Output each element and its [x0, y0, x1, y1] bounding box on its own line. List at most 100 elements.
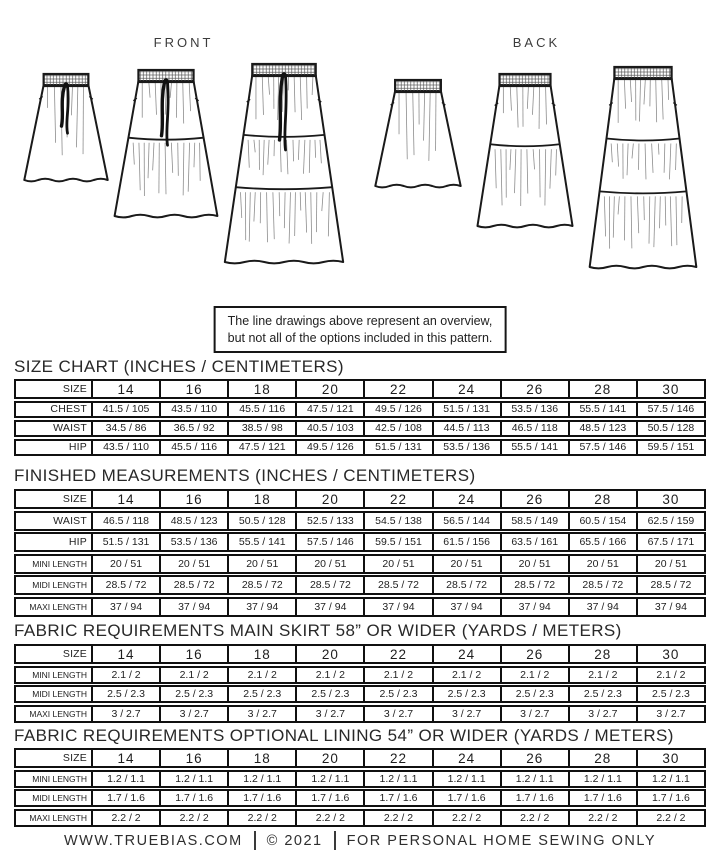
line-drawings: FRONT BACK [14, 36, 706, 281]
table-header-row: SIZE 14 16 18 20 22 24 26 28 30 [14, 748, 706, 768]
value-cell: 28.5 / 72 [635, 577, 704, 593]
table-row: MIDI LENGTH 28.5 / 72 28.5 / 72 28.5 / 72 28… [14, 575, 706, 595]
size-column-header: 26 [499, 491, 568, 507]
value-cell: 37 / 94 [431, 598, 500, 615]
table-row: CHEST 41.5 / 105 43.5 / 110 45.5 / 116 47.5 … [14, 400, 706, 418]
size-column-header: 22 [363, 750, 431, 766]
footer-notice: FOR PERSONAL HOME SEWING ONLY [346, 832, 657, 849]
value-cell: 1.7 / 1.6 [635, 791, 704, 805]
value-cell: 20 / 51 [295, 555, 363, 572]
value-cell: 50.5 / 128 [635, 421, 704, 435]
value-cell: 43.5 / 110 [103, 441, 150, 454]
value-cell: 62.5 / 159 [635, 512, 704, 529]
value-cell: 36.5 / 92 [159, 421, 227, 435]
value-cell: 2.1 / 2 [295, 667, 363, 682]
size-column-header: 28 [567, 750, 636, 766]
overview-note: The line drawings above represent an ove… [213, 306, 507, 353]
value-cell: 61.5 / 156 [431, 534, 500, 550]
value-cell: 2.1 / 2 [567, 667, 636, 682]
value-cell: 56.5 / 144 [431, 512, 500, 529]
size-column-header: 14 [117, 381, 135, 397]
value-cell: 55.5 / 141 [227, 534, 295, 550]
value-cell: 2.2 / 2 [567, 810, 636, 825]
footer-copyright: © 2021 [266, 832, 323, 849]
value-cell: 37 / 94 [159, 598, 227, 615]
value-cell: 44.5 / 113 [431, 421, 500, 435]
value-cell: 42.5 / 108 [363, 421, 431, 435]
value-cell: 37 / 94 [227, 598, 295, 615]
note-line-2: but not all of the options included in t… [227, 330, 493, 345]
table-header-row: SIZE 14 16 18 20 22 24 26 28 30 [14, 379, 706, 399]
size-chart-table: SIZE 14 16 18 20 22 24 26 28 30 CHEST 41.5 / 105 43.… [14, 379, 706, 458]
size-column-header: 26 [499, 381, 568, 397]
size-column-header: 18 [227, 750, 295, 766]
value-cell: 28.5 / 72 [295, 577, 363, 593]
fabric-main-skirt-title: FABRIC REQUIREMENTS MAIN SKIRT 58” OR WI… [14, 621, 622, 640]
size-column-header: 20 [295, 381, 363, 397]
value-cell: 2.2 / 2 [635, 810, 704, 825]
size-row-label: SIZE [16, 491, 93, 507]
table-row: HIP 51.5 / 131 53.5 / 136 55.5 / 141 57.5 / … [14, 532, 706, 552]
value-cell: 2.5 / 2.3 [635, 687, 704, 701]
value-cell: 49.5 / 126 [363, 402, 431, 416]
footer-divider [333, 831, 336, 850]
value-cell: 51.5 / 131 [431, 402, 500, 416]
value-cell: 1.2 / 1.1 [499, 771, 568, 786]
row-label: HIP [16, 534, 93, 550]
size-column-header: 16 [159, 381, 227, 397]
value-cell: 20 / 51 [499, 555, 568, 572]
skirt-front-mini-drawing [22, 71, 109, 194]
value-cell: 34.5 / 86 [105, 422, 147, 435]
skirt-back-mini-drawing [374, 77, 463, 200]
value-cell: 28.5 / 72 [499, 577, 568, 593]
back-skirts [367, 61, 706, 281]
table-row: MINI LENGTH 1.2 / 1.1 1.2 / 1.1 1.2 / 1.1 1.… [14, 769, 706, 788]
value-cell: 37 / 94 [295, 598, 363, 615]
table-row: MINI LENGTH 20 / 51 20 / 51 20 / 51 20 / 51 2… [14, 553, 706, 574]
size-column-header: 16 [159, 491, 227, 507]
value-cell: 2.5 / 2.3 [567, 687, 636, 701]
value-cell: 53.5 / 136 [499, 402, 568, 416]
size-column-header: 14 [117, 646, 135, 662]
value-cell: 28.5 / 72 [431, 577, 500, 593]
table-row: MAXI LENGTH 3 / 2.7 3 / 2.7 3 / 2.7 3 / 2.7 3… [14, 704, 706, 723]
table-row: WAIST 34.5 / 86 36.5 / 92 38.5 / 98 40.5 / 1… [14, 419, 706, 437]
size-column-header: 30 [635, 750, 704, 766]
size-row-label: SIZE [16, 646, 93, 662]
value-cell: 46.5 / 118 [103, 514, 150, 527]
value-cell: 2.1 / 2 [159, 667, 227, 682]
value-cell: 1.7 / 1.6 [159, 791, 227, 805]
value-cell: 45.5 / 116 [227, 402, 295, 416]
value-cell: 20 / 51 [227, 555, 295, 572]
value-cell: 1.2 / 1.1 [227, 771, 295, 786]
value-cell: 3 / 2.7 [227, 706, 295, 721]
size-column-header: 30 [635, 381, 704, 397]
value-cell: 59.5 / 151 [635, 440, 704, 454]
value-cell: 50.5 / 128 [227, 512, 295, 529]
value-cell: 38.5 / 98 [227, 421, 295, 435]
value-cell: 1.7 / 1.6 [363, 791, 431, 805]
row-label: MINI LENGTH [16, 667, 93, 682]
value-cell: 3 / 2.7 [635, 706, 704, 721]
size-column-header: 30 [635, 646, 704, 662]
value-cell: 54.5 / 138 [363, 512, 431, 529]
value-cell: 20 / 51 [567, 555, 636, 572]
value-cell: 20 / 51 [109, 557, 143, 570]
value-cell: 47.5 / 121 [295, 402, 363, 416]
value-cell: 48.5 / 123 [567, 421, 636, 435]
value-cell: 1.2 / 1.1 [567, 771, 636, 786]
skirt-front-maxi-drawing [223, 61, 345, 276]
value-cell: 28.5 / 72 [105, 579, 147, 591]
value-cell: 1.2 / 1.1 [363, 771, 431, 786]
value-cell: 37 / 94 [499, 598, 568, 615]
size-column-header: 24 [431, 491, 500, 507]
fabric-lining-table: SIZE 14 16 18 20 22 24 26 28 30 MINI LENGTH 1.2 / 1… [14, 748, 706, 828]
table-row: MIDI LENGTH 1.7 / 1.6 1.7 / 1.6 1.7 / 1.6 1.… [14, 789, 706, 807]
value-cell: 2.1 / 2 [363, 667, 431, 682]
size-chart-title: SIZE CHART (INCHES / CENTIMETERS) [14, 357, 344, 376]
skirt-back-midi-drawing [476, 71, 574, 240]
back-view-group: BACK [367, 36, 706, 281]
value-cell: 2.1 / 2 [499, 667, 568, 682]
value-cell: 1.7 / 1.6 [295, 791, 363, 805]
